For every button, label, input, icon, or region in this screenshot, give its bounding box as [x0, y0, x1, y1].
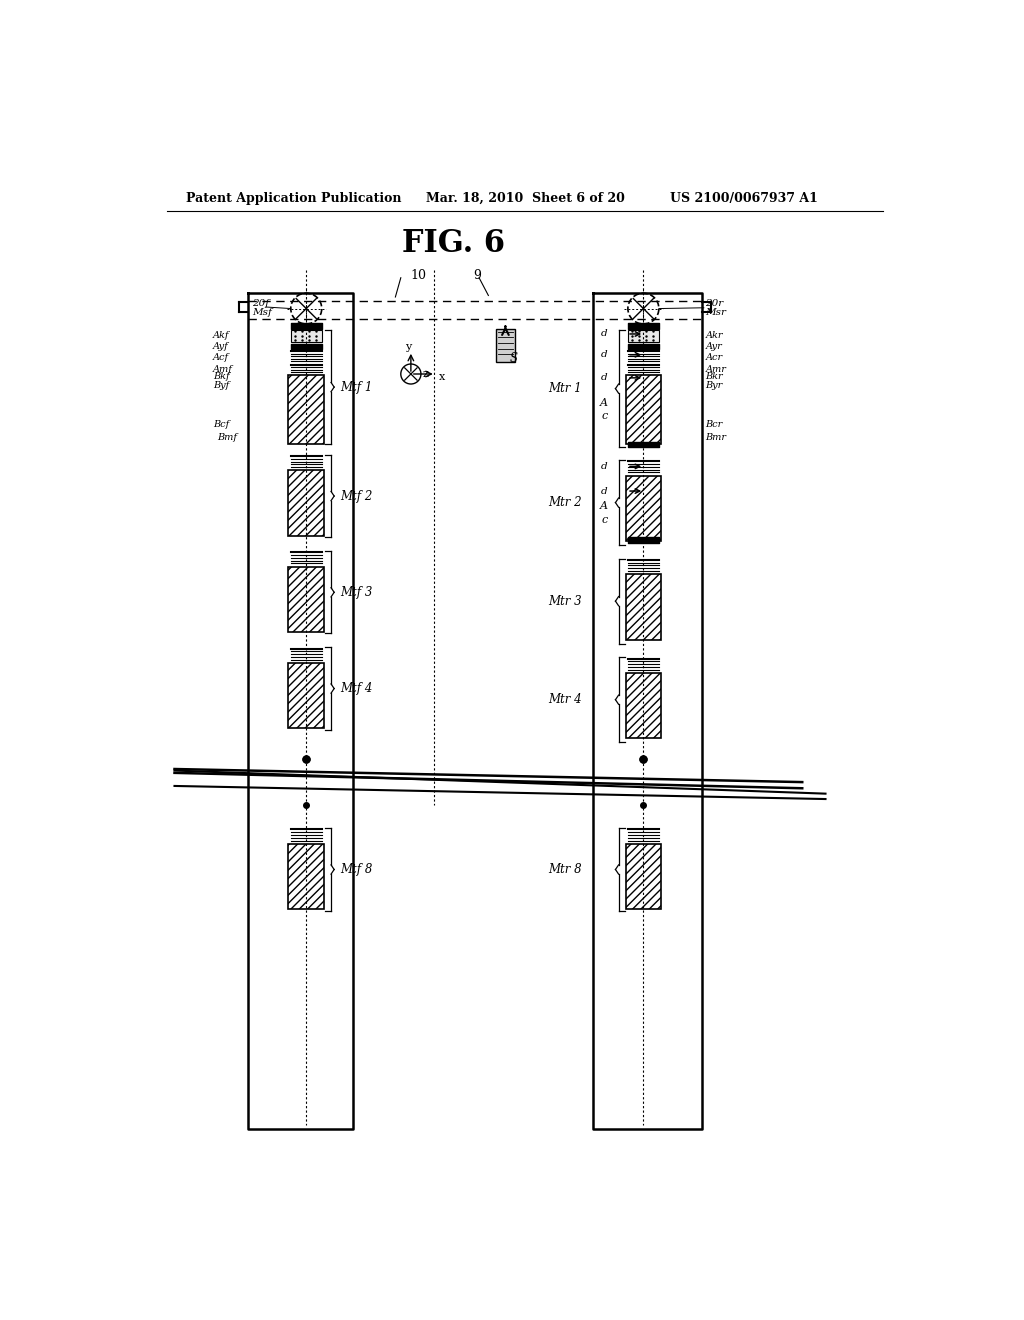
- Bar: [291, 330, 322, 342]
- Text: Mtr 2: Mtr 2: [549, 496, 583, 510]
- Text: Patent Application Publication: Patent Application Publication: [186, 191, 401, 205]
- Text: Mtr 4: Mtr 4: [549, 693, 583, 706]
- Text: y: y: [404, 342, 411, 352]
- Text: Mar. 18, 2010  Sheet 6 of 20: Mar. 18, 2010 Sheet 6 of 20: [426, 191, 626, 205]
- Bar: [626, 574, 662, 640]
- Text: Bkr: Bkr: [706, 372, 723, 380]
- Text: Bcf: Bcf: [213, 420, 229, 429]
- Text: Mtf 8: Mtf 8: [340, 863, 373, 876]
- Text: Amr: Amr: [706, 364, 726, 374]
- Text: Bcr: Bcr: [706, 420, 723, 429]
- Text: Ayr: Ayr: [706, 342, 722, 351]
- Text: Akf: Akf: [213, 331, 229, 341]
- Text: Byf: Byf: [213, 381, 229, 389]
- Bar: [496, 330, 515, 363]
- Text: A: A: [600, 502, 607, 511]
- Text: d: d: [601, 350, 607, 359]
- Text: Acf: Acf: [213, 352, 229, 362]
- Bar: [289, 375, 324, 444]
- Text: S: S: [509, 352, 517, 366]
- Bar: [289, 566, 324, 632]
- Text: Ayf: Ayf: [213, 342, 229, 351]
- Text: d: d: [601, 330, 607, 338]
- Text: A: A: [600, 399, 607, 408]
- Bar: [289, 843, 324, 909]
- Text: z: z: [423, 370, 428, 379]
- Text: c: c: [601, 412, 607, 421]
- Text: 10: 10: [411, 269, 427, 282]
- Text: Msf: Msf: [252, 308, 272, 317]
- Text: Bmf: Bmf: [217, 433, 238, 442]
- Bar: [289, 663, 324, 729]
- Text: Bmr: Bmr: [706, 433, 726, 442]
- Text: d: d: [601, 462, 607, 471]
- Bar: [626, 475, 662, 541]
- Text: Mtf 2: Mtf 2: [340, 490, 373, 503]
- Text: Bkf: Bkf: [213, 372, 229, 380]
- Text: 20r: 20r: [706, 298, 724, 308]
- Bar: [289, 470, 324, 536]
- Text: Akr: Akr: [706, 331, 723, 341]
- Text: c: c: [601, 515, 607, 525]
- Bar: [628, 330, 658, 342]
- Text: 9: 9: [473, 269, 480, 282]
- Text: FIG. 6: FIG. 6: [402, 227, 505, 259]
- Text: US 2100/0067937 A1: US 2100/0067937 A1: [671, 191, 818, 205]
- Bar: [626, 843, 662, 909]
- Text: Msr: Msr: [706, 308, 726, 317]
- Text: Byr: Byr: [706, 381, 723, 389]
- Text: Mtf 3: Mtf 3: [340, 586, 373, 599]
- Text: d: d: [601, 487, 607, 495]
- Text: Mtf 4: Mtf 4: [340, 682, 373, 696]
- Bar: [626, 673, 662, 738]
- Text: Mtf 1: Mtf 1: [340, 380, 373, 393]
- Text: Mtr 8: Mtr 8: [549, 863, 583, 876]
- Text: Acr: Acr: [706, 352, 723, 362]
- Bar: [626, 375, 662, 444]
- Text: Mtr 3: Mtr 3: [549, 594, 583, 607]
- Text: Amf: Amf: [213, 364, 233, 374]
- Text: Mtr 1: Mtr 1: [549, 381, 583, 395]
- Text: x: x: [438, 372, 445, 381]
- Text: 20f: 20f: [252, 298, 269, 308]
- Text: d: d: [601, 374, 607, 383]
